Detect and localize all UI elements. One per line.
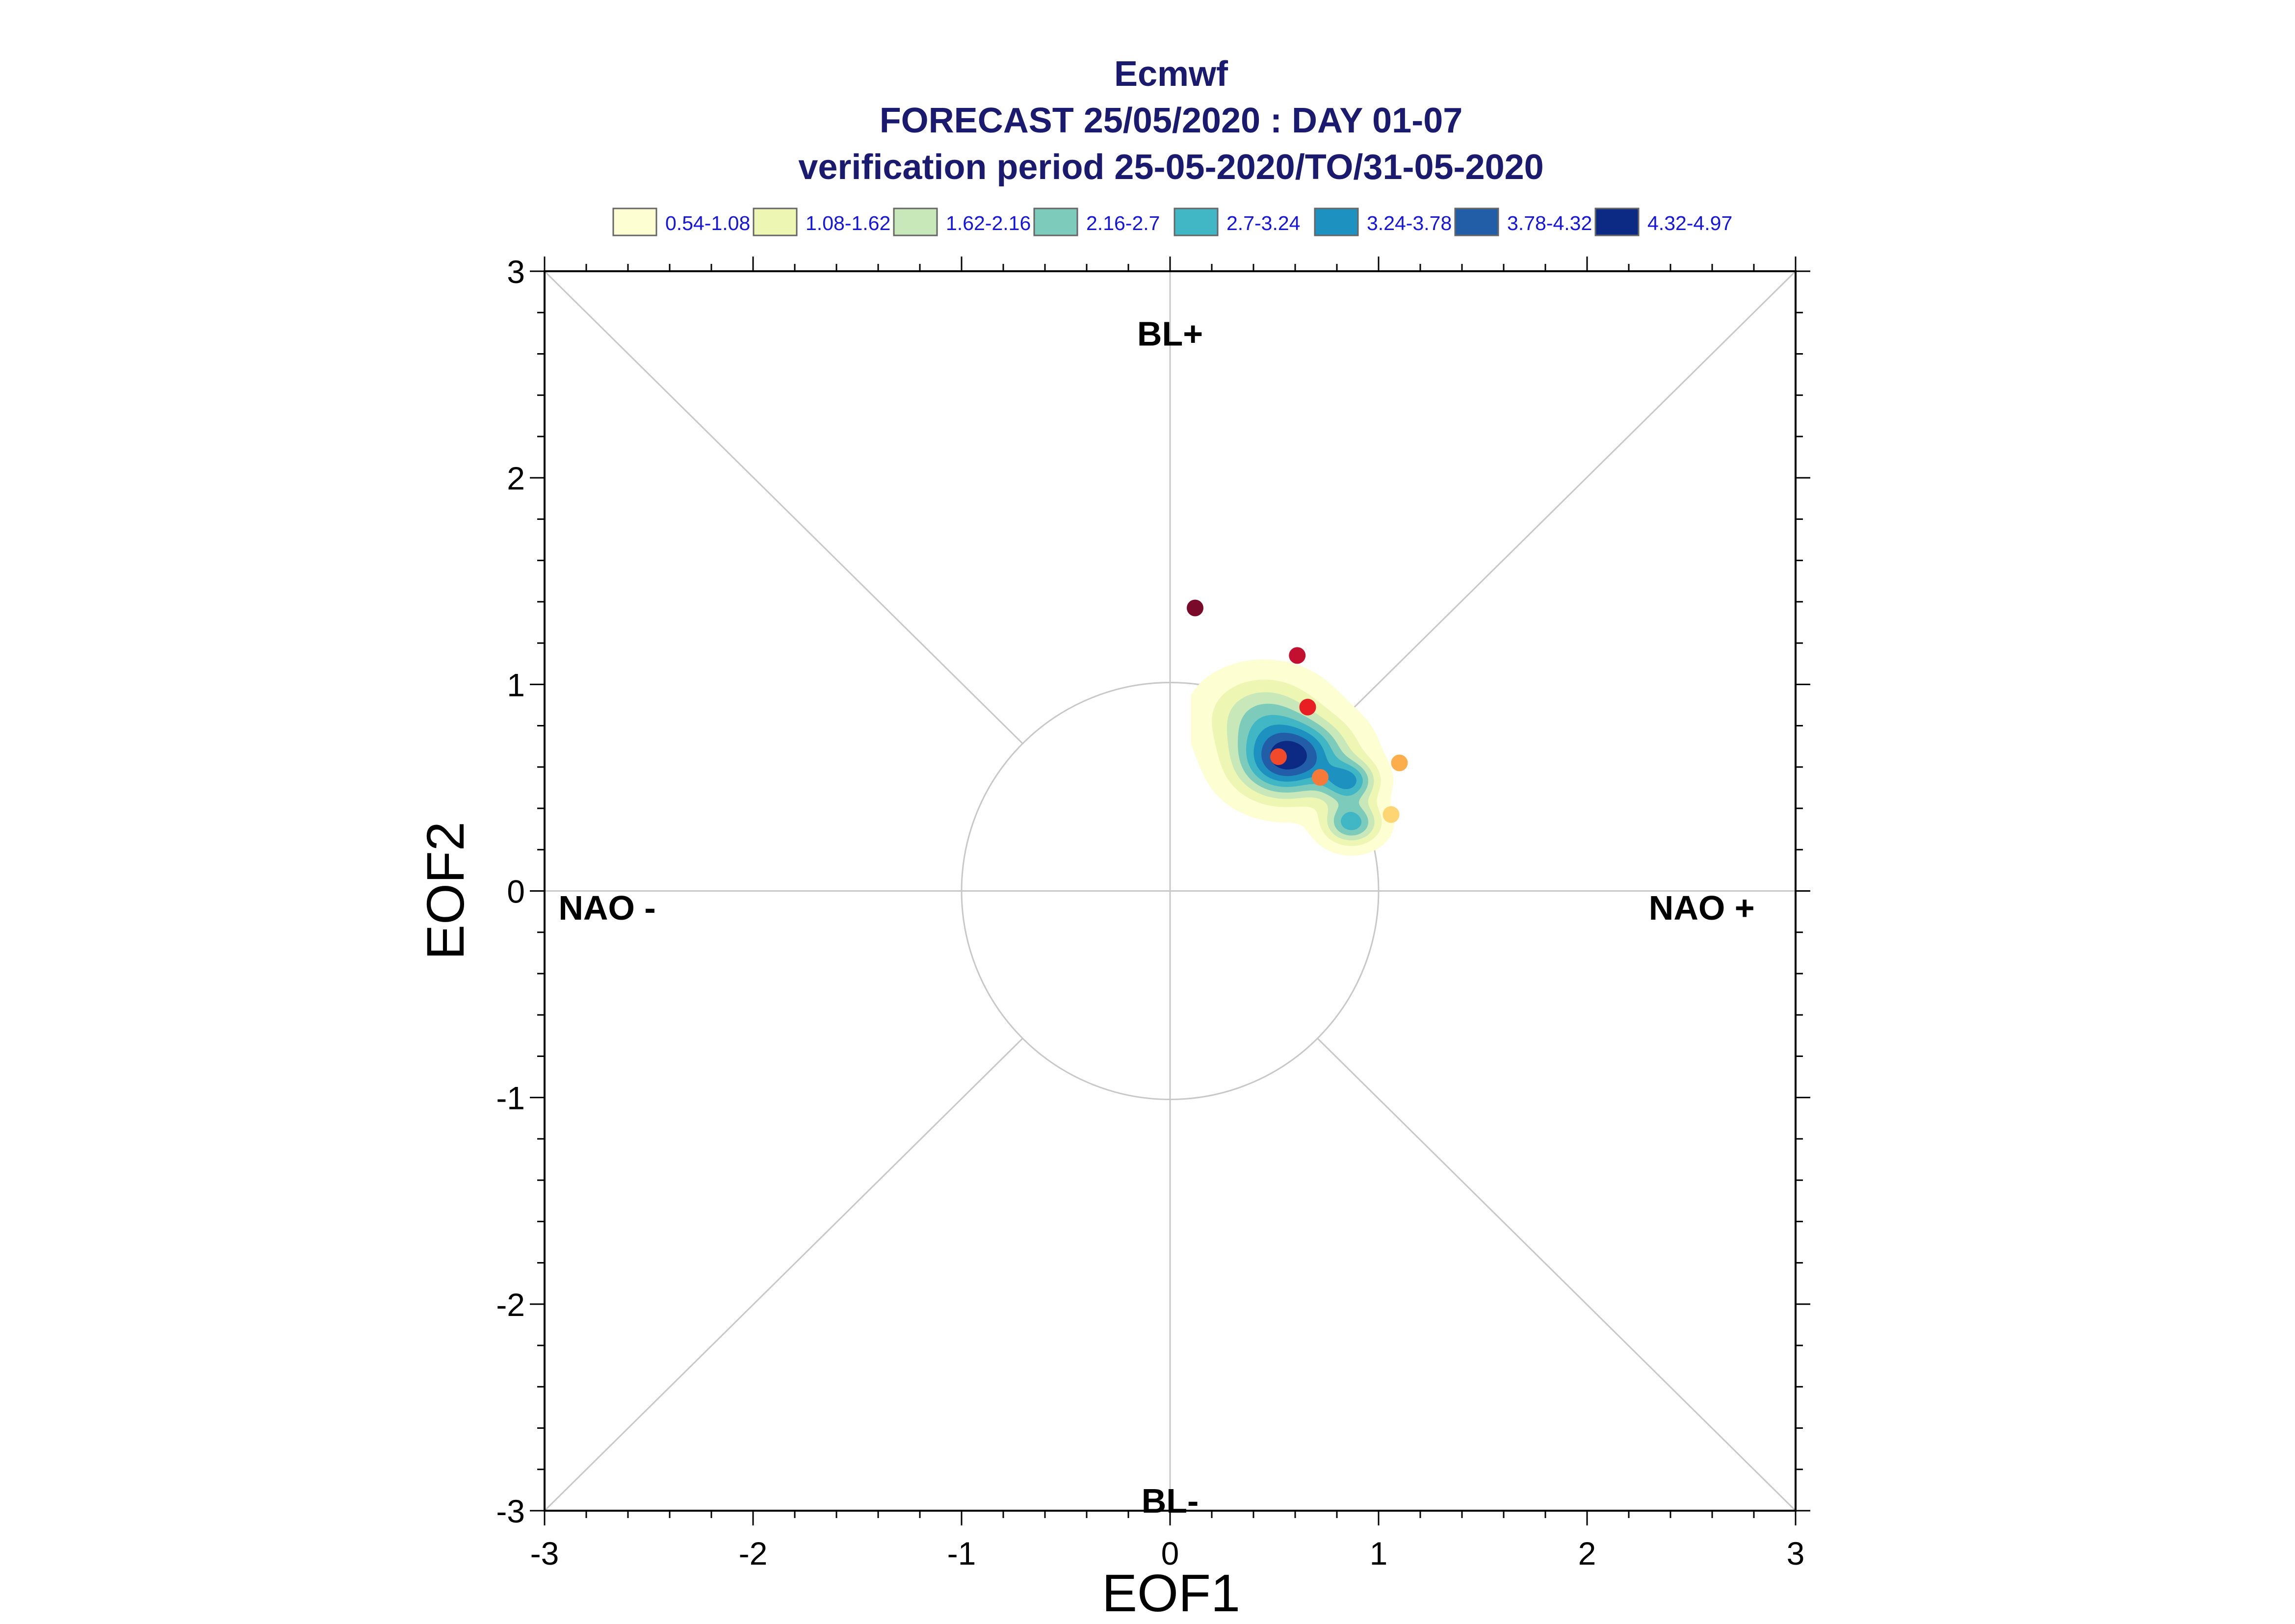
legend-label-3: 1.62-2.16 bbox=[946, 212, 1031, 234]
legend: 0.54-1.08 1.08-1.62 1.62-2.16 2.16-2.7 2.7-3… bbox=[612, 207, 1732, 236]
y-tick-label: -3 bbox=[496, 1493, 525, 1529]
y-tick-label: 0 bbox=[507, 874, 525, 910]
plot-guides bbox=[544, 270, 1797, 1512]
chart-title: Ecmwf bbox=[1114, 54, 1228, 94]
y-tick-label: 1 bbox=[507, 667, 525, 703]
y-tick-label: 3 bbox=[507, 254, 525, 290]
legend-swatch-1 bbox=[612, 207, 657, 236]
regime-label: NAO + bbox=[1649, 889, 1755, 927]
y-tick-label: -1 bbox=[496, 1080, 525, 1116]
legend-label-6: 3.24-3.78 bbox=[1367, 212, 1452, 234]
legend-label-4: 2.16-2.7 bbox=[1086, 212, 1160, 234]
legend-swatch-8 bbox=[1594, 207, 1640, 236]
x-tick-label: 2 bbox=[1578, 1535, 1596, 1572]
y-tick-label: 2 bbox=[507, 460, 525, 496]
y-tick-label: -2 bbox=[496, 1287, 525, 1323]
legend-swatch-2 bbox=[753, 207, 798, 236]
legend-swatch-4 bbox=[1033, 207, 1078, 236]
legend-label-7: 3.78-4.32 bbox=[1507, 212, 1592, 234]
x-tick-label: -1 bbox=[947, 1535, 976, 1572]
x-axis-title: EOF1 bbox=[1102, 1563, 1240, 1623]
legend-swatch-6 bbox=[1314, 207, 1359, 236]
unit-circle bbox=[961, 682, 1380, 1100]
data-points bbox=[1187, 599, 1408, 823]
regime-label: NAO - bbox=[558, 889, 655, 927]
legend-label-2: 1.08-1.62 bbox=[806, 212, 890, 234]
legend-label-8: 4.32-4.97 bbox=[1647, 212, 1732, 234]
data-point-4 bbox=[1270, 748, 1287, 765]
legend-swatch-3 bbox=[893, 207, 938, 236]
data-point-2 bbox=[1289, 647, 1306, 664]
x-tick-label: -3 bbox=[530, 1535, 559, 1572]
density-contours bbox=[1191, 659, 1394, 856]
regime-label: BL+ bbox=[1137, 314, 1203, 353]
legend-swatch-5 bbox=[1174, 207, 1219, 236]
x-tick-label: 1 bbox=[1370, 1535, 1388, 1572]
regime-labels: BL+BL-NAO - NAO + bbox=[558, 314, 1754, 1520]
data-point-7 bbox=[1382, 806, 1400, 823]
legend-label-1: 0.54-1.08 bbox=[665, 212, 750, 234]
axes: -3 -2 -1 0 1 2 3 -3 -2 -1 0 1 2 3 bbox=[496, 254, 1810, 1572]
x-tick-label: -2 bbox=[739, 1535, 768, 1572]
legend-swatch-7 bbox=[1454, 207, 1499, 236]
data-point-3 bbox=[1299, 698, 1316, 716]
data-point-1 bbox=[1187, 599, 1203, 617]
chart-subtitle: FORECAST 25/05/2020 : DAY 01-07 bbox=[880, 101, 1463, 140]
x-tick-label: 0 bbox=[1161, 1535, 1179, 1572]
chart-subtitle-2: verification period 25-05-2020/TO/31-05-… bbox=[798, 148, 1543, 187]
diagonal-guide bbox=[544, 270, 1023, 745]
diagonal-guide bbox=[544, 1037, 1023, 1512]
data-point-5 bbox=[1312, 769, 1329, 786]
x-tick-label: 3 bbox=[1787, 1535, 1805, 1572]
legend-label-5: 2.7-3.24 bbox=[1226, 212, 1300, 234]
diagonal-guide bbox=[1317, 1037, 1797, 1512]
y-axis-title: EOF2 bbox=[416, 822, 475, 960]
diagonal-guide bbox=[1317, 270, 1797, 745]
data-point-6 bbox=[1391, 754, 1408, 772]
